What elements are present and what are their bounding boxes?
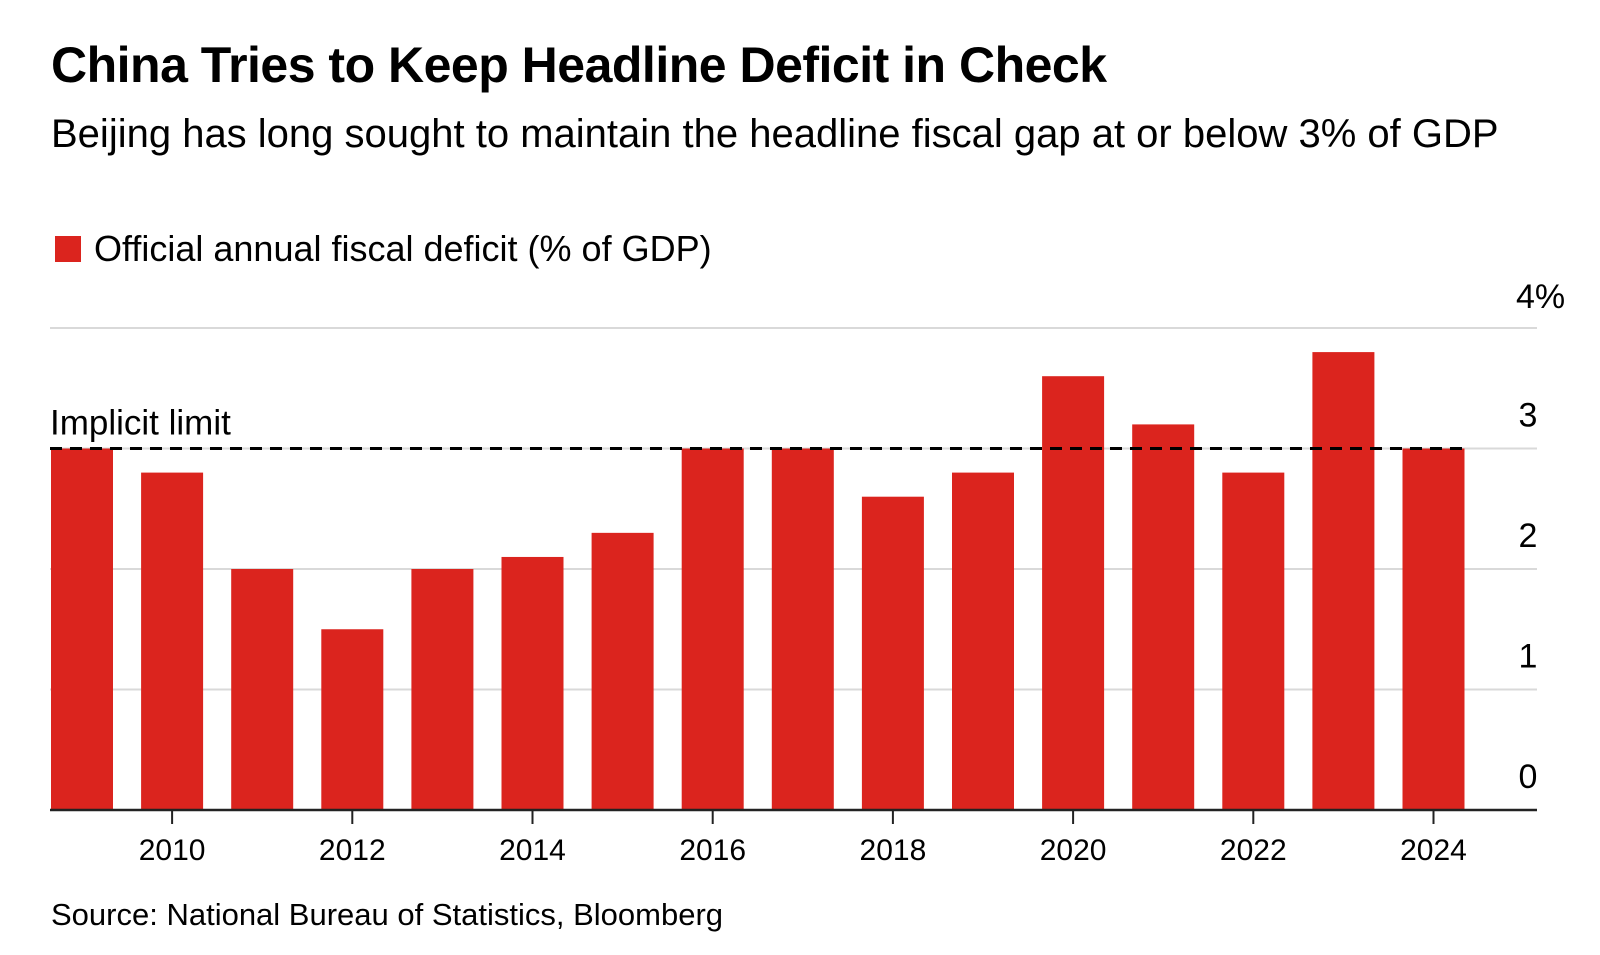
legend-label: Official annual fiscal deficit (% of GDP… bbox=[94, 228, 712, 269]
y-tick-label-3: 3 bbox=[1519, 397, 1538, 435]
bar-2024 bbox=[1402, 448, 1465, 810]
bar-2019 bbox=[952, 472, 1014, 810]
bar-2009 bbox=[51, 448, 113, 810]
bar-2015 bbox=[591, 532, 654, 810]
legend: Official annual fiscal deficit (% of GDP… bbox=[55, 228, 712, 270]
y-tick-label-1: 1 bbox=[1519, 638, 1538, 676]
y-tick-label-2: 2 bbox=[1519, 517, 1538, 555]
bar-chart: Implicit limit 2010 2012 2014 2016 2018 2020 2… bbox=[50, 278, 1565, 867]
bar-2013 bbox=[411, 569, 474, 810]
implicit-limit-label: Implicit limit bbox=[50, 404, 231, 443]
y-tick-label-0: 0 bbox=[1519, 758, 1538, 796]
x-tick-label-2014: 2014 bbox=[499, 834, 566, 867]
x-tick-label-2012: 2012 bbox=[319, 834, 386, 867]
bar-2023 bbox=[1312, 352, 1375, 810]
bar-2014 bbox=[501, 556, 564, 810]
chart-subtitle: Beijing has long sought to maintain the … bbox=[51, 112, 1499, 156]
x-tick-label-2010: 2010 bbox=[139, 834, 206, 867]
bar-2011 bbox=[231, 569, 294, 810]
bar-2020 bbox=[1042, 376, 1105, 810]
x-tick-label-2024: 2024 bbox=[1400, 834, 1467, 867]
source-note: Source: National Bureau of Statistics, B… bbox=[51, 897, 724, 932]
x-tick-label-2016: 2016 bbox=[679, 834, 746, 867]
bar-2022 bbox=[1222, 472, 1285, 810]
x-tick-label-2018: 2018 bbox=[860, 834, 927, 867]
y-tick-label-4: 4% bbox=[1516, 278, 1565, 316]
x-tick-label-2020: 2020 bbox=[1040, 834, 1107, 867]
bar-2010 bbox=[141, 472, 204, 810]
legend-swatch bbox=[55, 236, 81, 262]
bar-2012 bbox=[321, 629, 384, 810]
bar-2021 bbox=[1132, 424, 1195, 810]
chart-title: China Tries to Keep Headline Deficit in … bbox=[51, 37, 1107, 93]
bar-2016 bbox=[681, 448, 744, 810]
bar-2017 bbox=[771, 448, 834, 810]
bar-2018 bbox=[861, 496, 924, 810]
x-tick-label-2022: 2022 bbox=[1220, 834, 1287, 867]
